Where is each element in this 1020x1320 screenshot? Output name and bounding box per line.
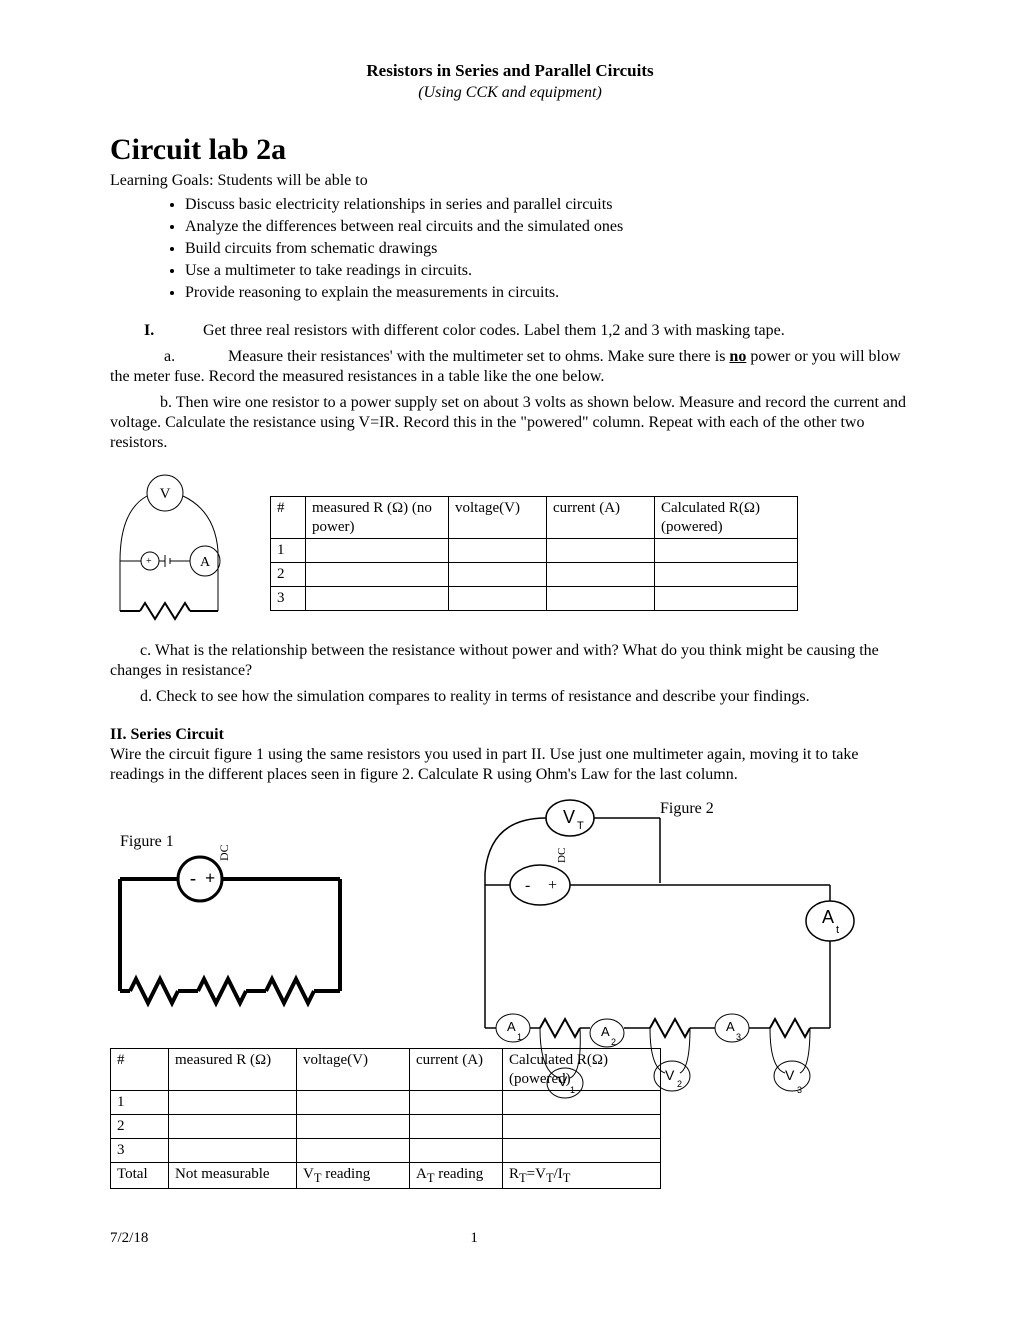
svg-text:V: V [160,486,171,502]
footer-page: 1 [470,1229,478,1248]
table1-h3: current (A) [547,496,655,539]
svg-text:1: 1 [570,1085,575,1095]
table1-h4: Calculated R(Ω) (powered) [655,496,798,539]
svg-text:-: - [190,868,196,888]
svg-text:A: A [507,1019,516,1034]
table2-r1: 1 [111,1091,169,1115]
section-i-a: a. Measure their resistances' with the m… [110,347,910,387]
footer: 7/2/18 1 [110,1229,910,1248]
table1-r3: 3 [271,586,306,610]
svg-text:Figure 2: Figure 2 [660,800,714,817]
svg-text:T: T [577,820,584,832]
goals-list: Discuss basic electricity relationships … [185,195,910,303]
section-ii-text: Wire the circuit figure 1 using the same… [110,745,910,785]
svg-text:+: + [205,868,215,888]
svg-text:A: A [726,1019,735,1034]
page-title: Resistors in Series and Parallel Circuit… [110,60,910,81]
table2-r2: 2 [111,1115,169,1139]
section-ii-heading: II. Series Circuit [110,725,910,745]
table1-r1: 1 [271,539,306,563]
table1-h1: measured R (Ω) (no power) [306,496,449,539]
svg-text:t: t [836,924,839,936]
section-i-d: d. Check to see how the simulation compa… [110,687,910,707]
svg-text:2: 2 [611,1037,616,1047]
section-i-b-text: b. Then wire one resistor to a power sup… [110,394,906,451]
goal-item: Analyze the differences between real cir… [185,217,910,237]
table2-r3: 3 [111,1138,169,1162]
section-i-c: c. What is the relationship between the … [110,641,910,681]
svg-text:V: V [563,807,575,827]
section-i-c-text: c. What is the relationship between the … [110,642,879,679]
table-1: # measured R (Ω) (no power) voltage(V) c… [270,496,798,611]
svg-text:+: + [146,556,152,567]
goal-item: Discuss basic electricity relationships … [185,195,910,215]
goal-item: Build circuits from schematic drawings [185,239,910,259]
svg-text:DC: DC [556,847,568,862]
figure-1: Figure 1 DC - + [110,831,370,1027]
svg-text:A: A [822,907,834,927]
goal-item: Provide reasoning to explain the measure… [185,283,910,303]
table2-total-3: RT=VT/IT [503,1162,661,1189]
goal-item: Use a multimeter to take readings in cir… [185,261,910,281]
section-i-a-pre: Measure their resistances' with the mult… [228,348,729,365]
section-i-b: b. Then wire one resistor to a power sup… [110,393,910,453]
svg-text:3: 3 [797,1085,802,1095]
section-i-text: Get three real resistors with different … [203,322,785,339]
section-i-d-text: d. Check to see how the simulation compa… [140,688,810,705]
svg-text:1: 1 [517,1032,522,1042]
svg-text:A: A [200,555,211,570]
circuit-small: V + A [110,471,240,627]
figure-2: Figure 2 V T DC - + A t [370,793,870,1129]
page-subtitle: (Using CCK and equipment) [110,83,910,103]
section-i-a-no: no [729,348,746,365]
lab-title: Circuit lab 2a [110,131,910,169]
svg-text:V: V [558,1073,568,1089]
section-i-a-label: a. [164,347,224,367]
svg-text:Figure 1: Figure 1 [120,833,174,850]
svg-text:V: V [785,1067,795,1083]
section-i-intro: I. Get three real resistors with differe… [110,321,910,341]
table2-total-0: Not measurable [169,1162,297,1189]
table1-h0: # [271,496,306,539]
svg-text:+: + [548,877,557,894]
svg-text:2: 2 [677,1079,682,1089]
svg-text:A: A [601,1024,610,1039]
goals-intro: Learning Goals: Students will be able to [110,171,910,191]
svg-text:-: - [525,877,530,894]
footer-date: 7/2/18 [110,1229,148,1248]
svg-text:DC: DC [217,844,231,861]
table2-total-1: VT reading [297,1162,410,1189]
svg-text:3: 3 [736,1032,741,1042]
svg-text:V: V [665,1067,675,1083]
table2-total-label: Total [111,1162,169,1189]
table1-r2: 2 [271,563,306,587]
table2-total-2: AT reading [410,1162,503,1189]
table1-h2: voltage(V) [449,496,547,539]
section-i-label: I. [144,321,199,341]
